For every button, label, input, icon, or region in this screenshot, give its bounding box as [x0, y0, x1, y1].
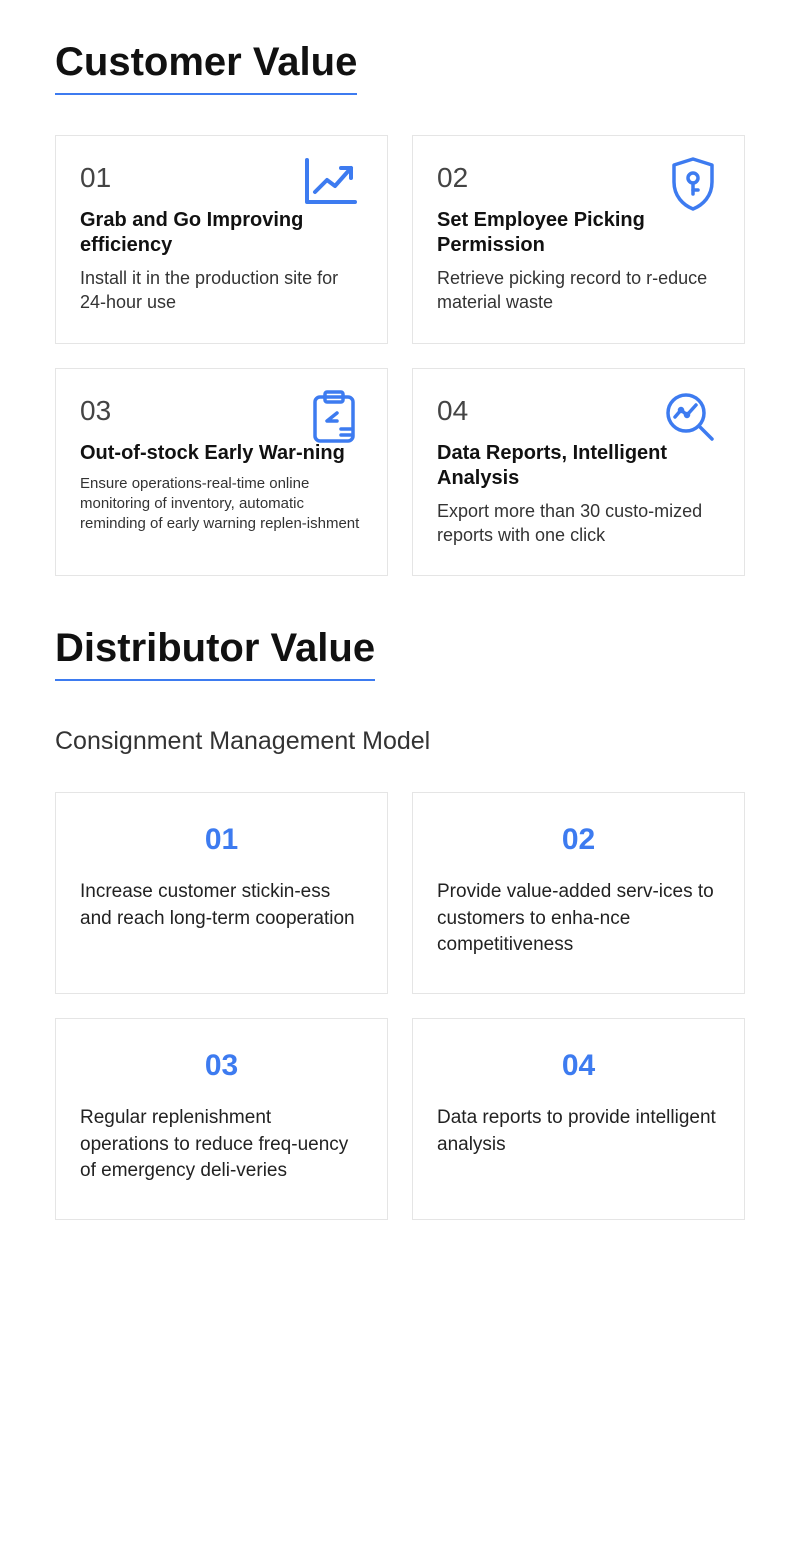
card-number: 04 [437, 1049, 720, 1083]
customer-card-02: 02 Set Employee Picking Permission Retri… [412, 135, 745, 344]
distributor-grid: 01 Increase customer stickin-ess and rea… [55, 792, 745, 1220]
shield-key-icon [668, 156, 718, 212]
card-number: 02 [437, 823, 720, 857]
customer-card-01: 01 Grab and Go Improving efficiency Inst… [55, 135, 388, 344]
card-desc: Ensure operations-real-time online monit… [80, 474, 363, 535]
distributor-card-04: 04 Data reports to provide intelligent a… [412, 1018, 745, 1220]
clipboard-icon [307, 389, 361, 445]
chart-icon [301, 156, 361, 208]
distributor-heading: Distributor Value [55, 626, 375, 681]
card-number: 01 [80, 823, 363, 857]
customer-grid: 01 Grab and Go Improving efficiency Inst… [55, 135, 745, 576]
card-desc: Export more than 30 custo-mized reports … [437, 499, 720, 548]
card-desc: Retrieve picking record to r-educe mater… [437, 266, 720, 315]
customer-card-03: 03 Out-of-stock Early War-ning Ensure op… [55, 368, 388, 577]
customer-card-04: 04 Data Reports, Intelligent Analysis Ex… [412, 368, 745, 577]
card-desc: Install it in the production site for 24… [80, 266, 363, 315]
card-title: Set Employee Picking Permission [437, 208, 720, 258]
card-desc: Increase customer stickin-ess and reach … [80, 879, 363, 932]
card-title: Data Reports, Intelligent Analysis [437, 441, 720, 491]
magnify-chart-icon [662, 389, 718, 445]
distributor-card-03: 03 Regular replenishment operations to r… [55, 1018, 388, 1220]
card-number: 03 [80, 1049, 363, 1083]
distributor-card-01: 01 Increase customer stickin-ess and rea… [55, 792, 388, 994]
card-title: Grab and Go Improving efficiency [80, 208, 363, 258]
card-desc: Provide value-added serv-ices to custome… [437, 879, 720, 959]
customer-heading: Customer Value [55, 40, 357, 95]
distributor-card-02: 02 Provide value-added serv-ices to cust… [412, 792, 745, 994]
card-desc: Regular replenishment operations to redu… [80, 1105, 363, 1185]
card-desc: Data reports to provide intelligent anal… [437, 1105, 720, 1158]
distributor-subtitle: Consignment Management Model [55, 727, 745, 756]
